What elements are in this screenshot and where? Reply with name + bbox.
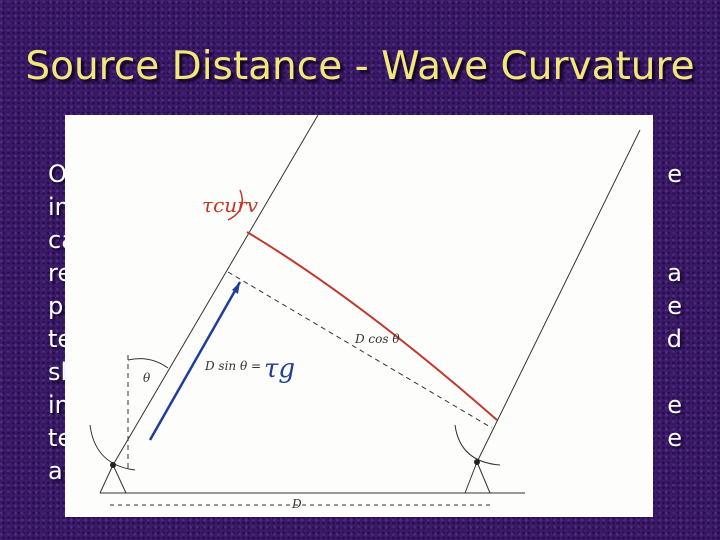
d-cos-label: D cos θ [354,332,400,346]
slide-title: Source Distance - Wave Curvature [25,44,695,89]
d-sin-label: D sin θ = [204,359,261,373]
tau-curv-label: τcurv [202,193,259,217]
theta-label: θ [143,371,151,385]
body-text-fragment: a [48,457,63,485]
body-text-fragment: e [667,160,682,188]
body-text-fragment: in [48,391,70,419]
body-text-fragment: e [667,292,682,320]
delay-arrow [148,281,242,441]
curv-arrow [227,189,243,221]
body-text-fragment: e [667,424,682,452]
curved-wavefront [246,231,498,421]
body-text-fragment: d [666,325,682,353]
tau-g-label: τg [264,354,295,384]
body-text-fragment: in [48,193,70,221]
body-text-fragment: p [48,292,64,320]
body-text-fragment: sl [48,358,68,386]
body-text-fragment: e [667,391,682,419]
body-text-fragment: O [48,160,67,188]
diagram-background [65,115,653,517]
arrow-head [232,282,240,294]
body-text-fragment: a [667,259,682,287]
diagram-lines [89,115,641,506]
diagram: τcurv D cos θ D sin θ = τg θ D [65,115,653,517]
antenna [110,462,116,468]
baseline-label: D [291,497,302,511]
antenna [474,459,480,465]
